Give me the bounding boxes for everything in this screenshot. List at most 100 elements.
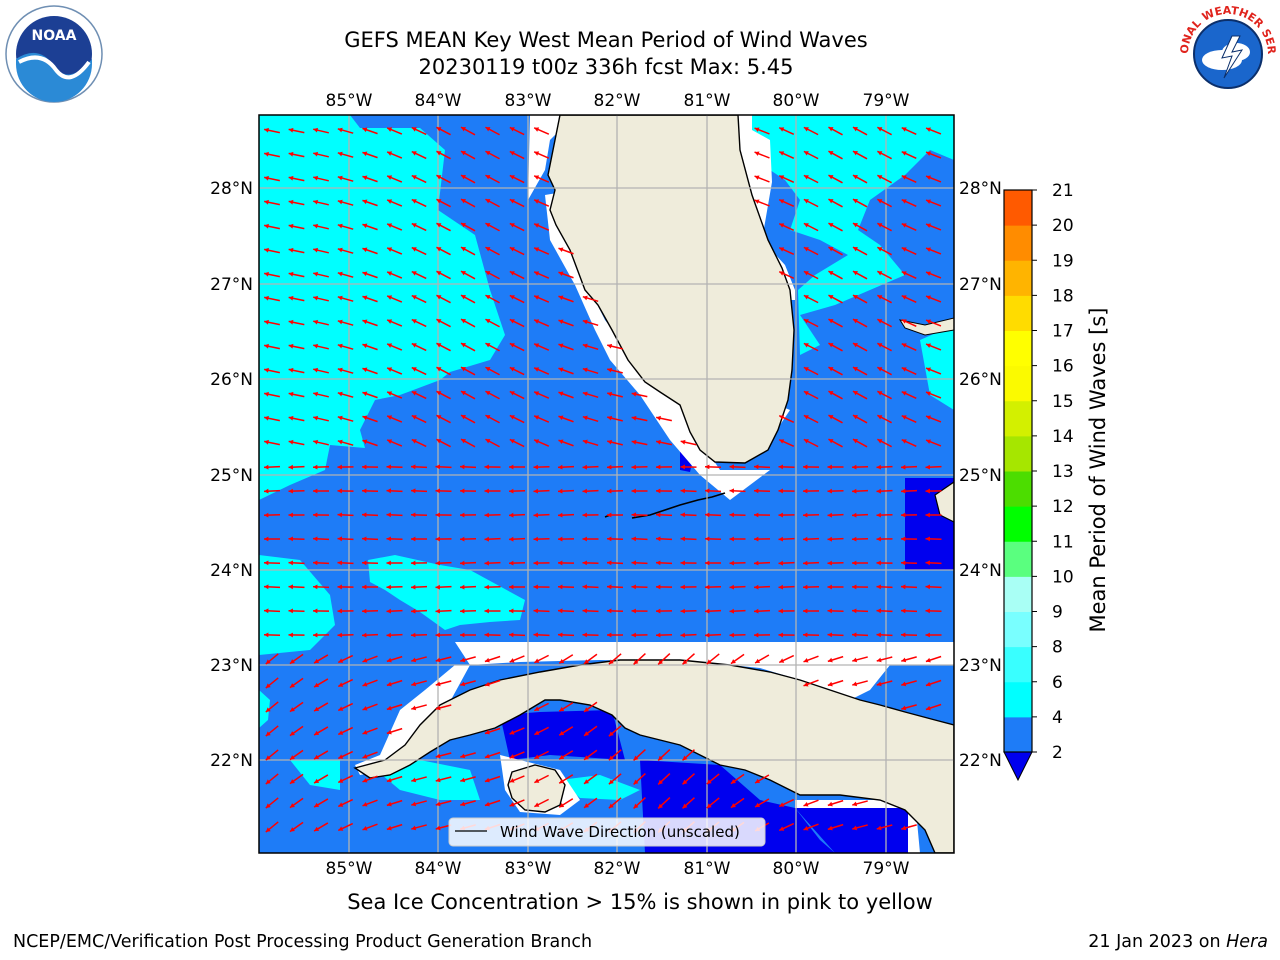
wind-arrow-head (558, 247, 564, 253)
colorbar-tick-label: 6 (1052, 673, 1063, 693)
wind-arrow-head (925, 632, 930, 638)
wind-arrow-head (436, 151, 442, 156)
wind-arrow-head (435, 632, 440, 638)
wind-arrow-head (876, 536, 881, 542)
wind-arrow-head (411, 439, 417, 444)
wind-arrow-head (264, 223, 269, 229)
wind-arrow-head (264, 608, 269, 614)
wind-arrow-head (852, 247, 858, 252)
wind-arrow-head (509, 584, 514, 590)
wind-arrow-head (484, 608, 489, 614)
wind-arrow-head (484, 632, 489, 638)
wind-arrow-head (362, 560, 367, 566)
wind-arrow-head (852, 127, 858, 132)
wind-arrow-head (925, 608, 930, 614)
wind-arrow-head (582, 391, 588, 397)
wind-arrow-head (584, 731, 590, 736)
wind-arrow-head (828, 343, 834, 348)
wind-arrow-head (607, 632, 612, 638)
wind-arrow-head (265, 803, 271, 809)
wind-arrow-head (386, 777, 392, 783)
wind-arrow-head (362, 706, 368, 711)
wind-arrow-head (288, 199, 294, 205)
wind-arrow-head (633, 779, 639, 785)
lon-tick-label-top: 84°W (415, 91, 462, 111)
colorbar-tick-label: 9 (1052, 603, 1063, 623)
wind-arrow-head (682, 659, 688, 665)
wind-arrow-head (509, 464, 514, 470)
wind-arrow-head (386, 705, 392, 711)
wind-arrow-head (460, 681, 466, 687)
wind-arrow-head (926, 295, 932, 300)
lon-tick-label-top: 81°W (684, 91, 731, 111)
footer-credit: NCEP/EMC/Verification Post Processing Pr… (13, 932, 593, 952)
wind-arrow-head (925, 705, 931, 711)
wind-arrow-head (607, 512, 612, 518)
cyan-period-regions (259, 115, 954, 800)
wind-arrow-head (264, 415, 269, 421)
wind-arrow-head (558, 632, 563, 638)
wind-arrow-head (337, 295, 343, 301)
lat-tick-label-left: 23°N (210, 656, 253, 676)
wind-arrow-head (682, 779, 688, 785)
wind-arrow-head (901, 584, 906, 590)
wind-arrow-head (387, 151, 393, 156)
wind-arrow-head (436, 415, 442, 420)
wind-arrow-head (386, 560, 391, 566)
lon-tick-label-bottom: 84°W (415, 859, 462, 879)
wind-arrow-head (876, 681, 882, 687)
colorbar-bin (1004, 190, 1032, 226)
wind-arrow-head (362, 584, 367, 590)
wind-arrow-head (582, 536, 587, 542)
wind-arrow-head (485, 175, 491, 180)
wind-arrow-head (338, 826, 344, 831)
wind-arrow-head (313, 247, 319, 253)
wind-arrow-head (485, 223, 491, 228)
wind-arrow-head (362, 730, 368, 735)
wind-arrow-head (901, 223, 907, 228)
wind-arrow-head (362, 319, 368, 325)
cuba-land (353, 659, 954, 853)
wind-arrow-head (607, 488, 612, 494)
wind-arrow-head (803, 415, 809, 420)
wind-arrow-head (288, 127, 294, 133)
wind-arrow-head (533, 608, 538, 614)
wind-arrow-head (706, 779, 712, 785)
wind-arrow-head (387, 247, 393, 252)
wind-arrow-head (925, 464, 930, 470)
wind-arrow-head (534, 247, 540, 252)
wind-arrow-head (411, 391, 417, 396)
map-frame (258, 114, 955, 854)
wind-arrow-head (827, 560, 832, 566)
wind-arrow-head (460, 127, 466, 132)
wind-arrow-head (288, 343, 294, 349)
wind-arrow-head (386, 512, 392, 518)
wind-arrow-head (877, 175, 883, 180)
map-title: GEFS MEAN Key West Mean Period of Wind W… (344, 28, 868, 52)
wind-arrow-head (803, 175, 809, 180)
wind-arrow-head (362, 199, 368, 205)
lon-tick-label-top: 79°W (863, 91, 910, 111)
wind-arrow-head (362, 802, 368, 807)
wind-arrow-head (460, 271, 466, 276)
wind-arrow-head (314, 682, 320, 688)
wind-arrow-head (264, 512, 269, 518)
wind-arrow-head (680, 608, 685, 614)
wind-arrow-head (534, 199, 540, 204)
wind-arrow-head (484, 512, 489, 518)
wind-arrow-head (313, 632, 318, 638)
wind-arrow-head (264, 391, 269, 397)
wind-arrow-head (338, 778, 344, 783)
wind-arrow-head (901, 825, 907, 831)
wind-arrow-head (534, 439, 540, 444)
wind-arrow-head (852, 151, 858, 156)
wind-arrow-head (779, 127, 785, 132)
wind-arrow-head (901, 127, 907, 132)
wind-arrow-head (411, 488, 416, 494)
wind-arrow-head (828, 295, 834, 300)
wind-arrow-head (754, 608, 759, 614)
wind-arrow-head (485, 127, 491, 132)
wind-arrow-head (534, 415, 540, 420)
wind-arrow-head (828, 391, 834, 396)
wind-arrow-head (337, 175, 343, 181)
